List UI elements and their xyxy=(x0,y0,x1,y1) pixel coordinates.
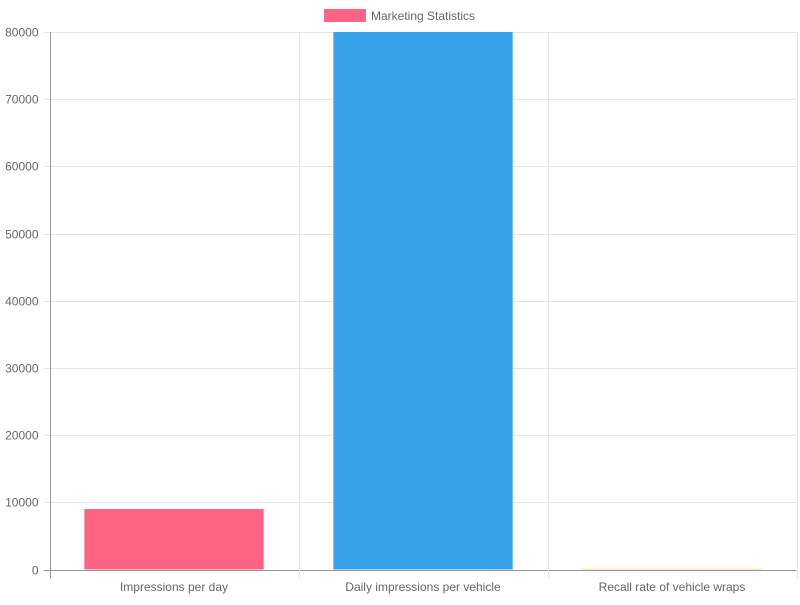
y-tick-label: 60000 xyxy=(5,160,39,174)
bar[interactable] xyxy=(84,509,264,570)
y-tick-label: 40000 xyxy=(5,295,39,309)
bars xyxy=(84,32,762,570)
y-tick-label: 0 xyxy=(32,564,39,578)
axes: 0 10000 20000 30000 40000 50000 60000 70000 8000… xyxy=(5,26,745,595)
y-tick-label: 70000 xyxy=(5,93,39,107)
y-tick-label: 10000 xyxy=(5,496,39,510)
x-tick-label: Recall rate of vehicle wraps xyxy=(599,580,746,594)
legend-swatch[interactable] xyxy=(324,9,366,22)
y-tick-label: 30000 xyxy=(5,362,39,376)
legend[interactable]: Marketing Statistics xyxy=(324,9,475,23)
bar[interactable] xyxy=(333,32,513,570)
y-tick-label: 80000 xyxy=(5,26,39,40)
y-tick-label: 20000 xyxy=(5,429,39,443)
x-tick-label: Impressions per day xyxy=(120,580,228,594)
legend-label[interactable]: Marketing Statistics xyxy=(371,9,475,23)
x-tick-label: Daily impressions per vehicle xyxy=(345,580,501,594)
y-tick-label: 50000 xyxy=(5,228,39,242)
bar[interactable] xyxy=(582,568,762,570)
